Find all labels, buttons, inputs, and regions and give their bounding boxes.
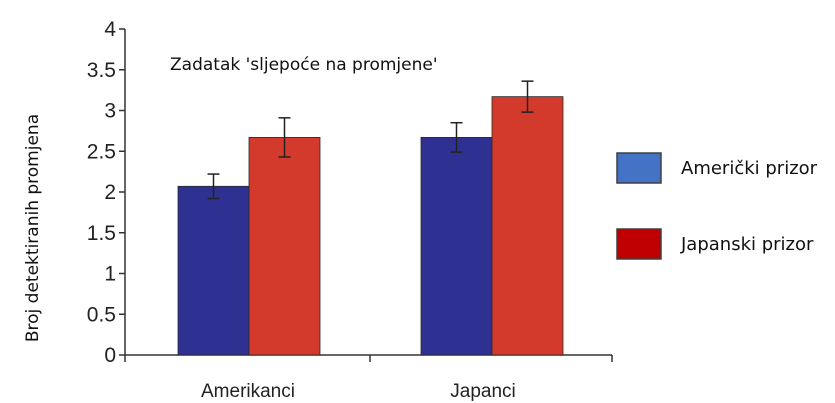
y-tick-label: 3 [104,100,116,123]
legend-swatch-american [616,152,662,184]
y-tick-label: 2.5 [87,140,116,163]
legend-label-japanese: Japanski prizor [680,234,814,255]
y-tick-label: 0 [104,344,116,367]
y-tick-labels: 0 0.5 1 1.5 2 2.5 3 3.5 4 [87,18,117,367]
x-tick-label: Amerikanci [201,381,295,402]
x-tick-labels: Amerikanci Japanci [201,381,516,402]
y-tick-label: 4 [104,18,116,41]
bars [177,96,564,356]
bar-amerikanci-japanese-scene [248,136,321,356]
y-tick-label: 0.5 [87,303,116,326]
chart-annotation: Zadatak 'sljepoće na promjene' [170,55,438,75]
x-tick-label: Japanci [450,381,516,402]
legend: Američki prizor Japanski prizor [616,152,818,260]
legend-label-american: Američki prizor [681,158,818,179]
bar-japanci-american-scene [420,136,493,356]
legend-swatch-japanese [616,228,662,260]
y-tick-label: 2 [104,181,116,204]
y-axis-label: Broj detektiranih promjena [23,114,43,342]
bar-japanci-japanese-scene [491,96,564,356]
y-tick-label: 3.5 [87,59,116,82]
bar-amerikanci-american-scene [177,185,250,356]
y-tick-label: 1.5 [87,222,116,245]
error-bars [207,80,534,200]
y-tick-label: 1 [104,263,116,286]
